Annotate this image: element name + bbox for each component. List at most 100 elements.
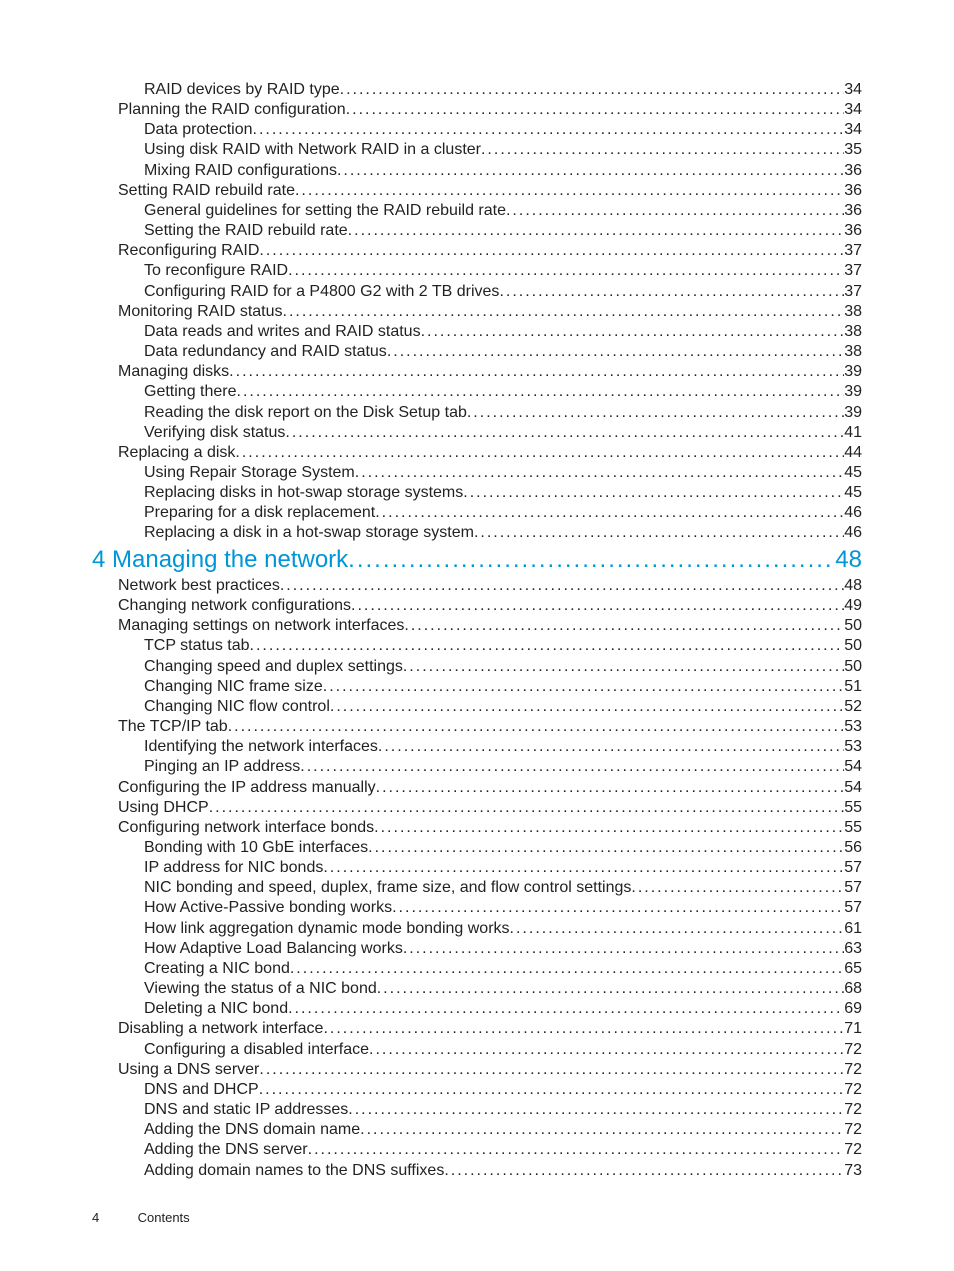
- toc-entry[interactable]: Replacing a disk in a hot-swap storage s…: [92, 523, 862, 543]
- toc-entry[interactable]: Viewing the status of a NIC bond68: [92, 979, 862, 999]
- toc-entry[interactable]: Configuring the IP address manually 54: [92, 778, 862, 798]
- toc-entry-page: 34: [844, 100, 862, 120]
- toc-entry[interactable]: Configuring RAID for a P4800 G2 with 2 T…: [92, 282, 862, 302]
- toc-leader-dots: [229, 362, 844, 382]
- toc-entry[interactable]: Changing NIC flow control52: [92, 697, 862, 717]
- toc-entry-label: Reading the disk report on the Disk Setu…: [144, 403, 467, 423]
- toc-entry[interactable]: How link aggregation dynamic mode bondin…: [92, 919, 862, 939]
- toc-entry[interactable]: Setting RAID rebuild rate36: [92, 181, 862, 201]
- toc-chapter[interactable]: 4 Managing the network48: [92, 544, 862, 576]
- toc-entry[interactable]: How Adaptive Load Balancing works 63: [92, 939, 862, 959]
- toc-entry-page: 39: [844, 403, 862, 423]
- toc-entry[interactable]: Data reads and writes and RAID status38: [92, 322, 862, 342]
- toc-entry-page: 53: [844, 717, 862, 737]
- toc-entry-label: Mixing RAID configurations: [144, 161, 337, 181]
- toc-leader-dots: [259, 1080, 845, 1100]
- toc-entry[interactable]: Monitoring RAID status38: [92, 302, 862, 322]
- toc-entry-label: Configuring network interface bonds: [118, 818, 374, 838]
- toc-entry[interactable]: Data redundancy and RAID status38: [92, 342, 862, 362]
- toc-entry[interactable]: DNS and static IP addresses72: [92, 1100, 862, 1120]
- toc-entry[interactable]: Using Repair Storage System45: [92, 463, 862, 483]
- toc-entry[interactable]: The TCP/IP tab53: [92, 717, 862, 737]
- toc-entry-page: 36: [844, 161, 862, 181]
- toc-leader-dots: [290, 959, 844, 979]
- toc-entry[interactable]: Reconfiguring RAID37: [92, 241, 862, 261]
- toc-leader-dots: [403, 657, 844, 677]
- toc-leader-dots: [308, 1140, 845, 1160]
- toc-entry[interactable]: Managing disks39: [92, 362, 862, 382]
- toc-entry[interactable]: NIC bonding and speed, duplex, frame siz…: [92, 878, 862, 898]
- toc-entry-page: 34: [844, 80, 862, 100]
- toc-entry[interactable]: Managing settings on network interfaces5…: [92, 616, 862, 636]
- toc-entry-label: Planning the RAID configuration: [118, 100, 346, 120]
- toc-entry-label: Deleting a NIC bond: [144, 999, 288, 1019]
- toc-entry[interactable]: Verifying disk status41: [92, 423, 862, 443]
- toc-entry[interactable]: Mixing RAID configurations 36: [92, 161, 862, 181]
- toc-entry[interactable]: General guidelines for setting the RAID …: [92, 201, 862, 221]
- toc-entry[interactable]: Configuring a disabled interface72: [92, 1040, 862, 1060]
- toc-entry[interactable]: Adding the DNS domain name72: [92, 1120, 862, 1140]
- toc-entry[interactable]: Using DHCP55: [92, 798, 862, 818]
- toc-entry-page: 65: [844, 959, 862, 979]
- toc-leader-dots: [285, 423, 844, 443]
- toc-entry-label: Reconfiguring RAID: [118, 241, 259, 261]
- toc-entry[interactable]: Replacing a disk44: [92, 443, 862, 463]
- toc-entry-page: 54: [844, 757, 862, 777]
- toc-entry[interactable]: Preparing for a disk replacement46: [92, 503, 862, 523]
- toc-entry-label: Using disk RAID with Network RAID in a c…: [144, 140, 481, 160]
- toc-entry-label: Changing NIC flow control: [144, 697, 330, 717]
- toc-entry[interactable]: Using a DNS server72: [92, 1060, 862, 1080]
- toc-entry-page: 72: [844, 1060, 862, 1080]
- toc-entry-page: 37: [844, 261, 862, 281]
- toc-entry-page: 36: [844, 181, 862, 201]
- toc-entry[interactable]: Changing speed and duplex settings50: [92, 657, 862, 677]
- toc-entry-page: 63: [844, 939, 862, 959]
- toc-entry-label: DNS and static IP addresses: [144, 1100, 348, 1120]
- toc-entry[interactable]: Deleting a NIC bond69: [92, 999, 862, 1019]
- toc-leader-dots: [330, 697, 844, 717]
- toc-entry[interactable]: Network best practices48: [92, 576, 862, 596]
- toc-entry[interactable]: Data protection34: [92, 120, 862, 140]
- toc-entry[interactable]: Getting there39: [92, 382, 862, 402]
- toc-entry-label: How Active-Passive bonding works: [144, 898, 392, 918]
- toc-entry[interactable]: Changing NIC frame size51: [92, 677, 862, 697]
- toc-leader-dots: [474, 523, 844, 543]
- toc-entry[interactable]: Disabling a network interface71: [92, 1019, 862, 1039]
- toc-entry[interactable]: To reconfigure RAID37: [92, 261, 862, 281]
- toc-entry[interactable]: How Active-Passive bonding works57: [92, 898, 862, 918]
- toc-entry[interactable]: DNS and DHCP72: [92, 1080, 862, 1100]
- toc-entry[interactable]: Setting the RAID rebuild rate36: [92, 221, 862, 241]
- toc-entry[interactable]: Adding the DNS server72: [92, 1140, 862, 1160]
- toc-entry-page: 57: [844, 858, 862, 878]
- toc-entry[interactable]: Identifying the network interfaces53: [92, 737, 862, 757]
- toc-entry[interactable]: Reading the disk report on the Disk Setu…: [92, 403, 862, 423]
- toc-entry[interactable]: IP address for NIC bonds 57: [92, 858, 862, 878]
- toc-entry-label: Configuring the IP address manually: [118, 778, 376, 798]
- toc-entry[interactable]: Bonding with 10 GbE interfaces56: [92, 838, 862, 858]
- toc-entry[interactable]: Creating a NIC bond65: [92, 959, 862, 979]
- toc-entry-page: 39: [844, 382, 862, 402]
- toc-entry[interactable]: Pinging an IP address54: [92, 757, 862, 777]
- toc-entry[interactable]: Changing network configurations49: [92, 596, 862, 616]
- toc-leader-dots: [499, 282, 844, 302]
- toc-entry-page: 54: [844, 778, 862, 798]
- toc-entry-label: Adding the DNS domain name: [144, 1120, 360, 1140]
- toc-entry[interactable]: TCP status tab50: [92, 636, 862, 656]
- toc-entry[interactable]: Using disk RAID with Network RAID in a c…: [92, 140, 862, 160]
- toc-leader-dots: [253, 120, 845, 140]
- toc-leader-dots: [403, 939, 844, 959]
- toc-entry[interactable]: Configuring network interface bonds 55: [92, 818, 862, 838]
- toc-entry[interactable]: Adding domain names to the DNS suffixes7…: [92, 1161, 862, 1181]
- toc-leader-dots: [375, 503, 844, 523]
- toc-entry[interactable]: RAID devices by RAID type34: [92, 80, 862, 100]
- toc-leader-dots: [368, 838, 844, 858]
- toc-entry-label: Using DHCP: [118, 798, 209, 818]
- toc-entry-label: Replacing a disk: [118, 443, 235, 463]
- toc-entry-label: IP address for NIC bonds: [144, 858, 323, 878]
- toc-entry[interactable]: Replacing disks in hot-swap storage syst…: [92, 483, 862, 503]
- toc-entry-page: 56: [844, 838, 862, 858]
- toc-entry-page: 55: [844, 818, 862, 838]
- toc-entry[interactable]: Planning the RAID configuration 34: [92, 100, 862, 120]
- toc-entry-page: 35: [844, 140, 862, 160]
- toc-entry-label: Adding the DNS server: [144, 1140, 308, 1160]
